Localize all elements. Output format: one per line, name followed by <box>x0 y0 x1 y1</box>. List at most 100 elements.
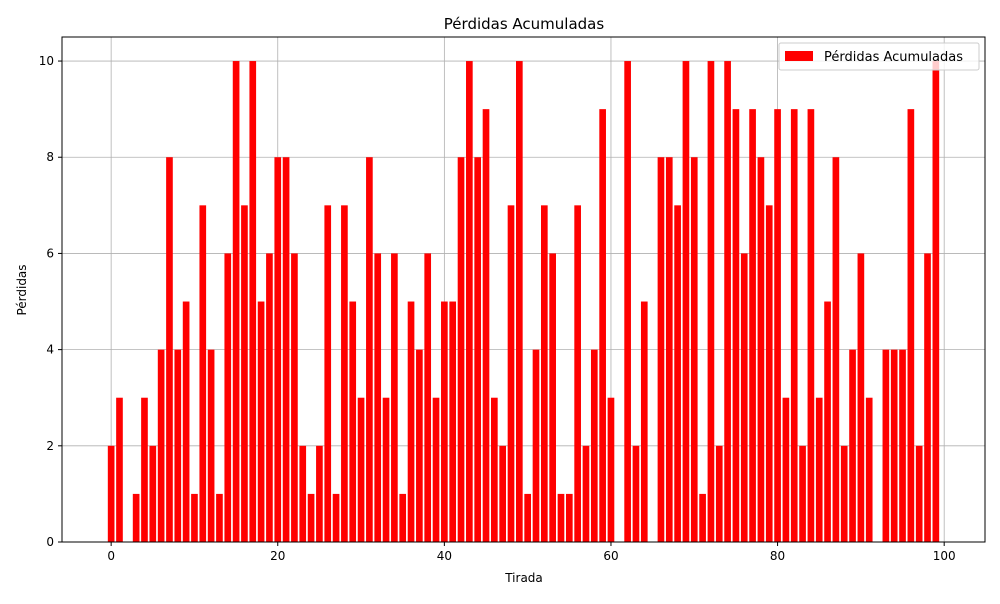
legend-swatch <box>785 51 813 61</box>
bar <box>674 205 681 543</box>
bar <box>849 349 856 542</box>
y-tick-label: 0 <box>46 535 54 549</box>
x-tick-label: 0 <box>107 549 115 563</box>
bar <box>332 493 340 542</box>
y-tick-label: 8 <box>46 150 54 164</box>
x-axis-label: Tirada <box>504 571 543 585</box>
bar <box>241 205 248 543</box>
bar <box>299 445 307 542</box>
bar <box>632 445 640 542</box>
bar <box>166 157 173 542</box>
x-tick-label: 40 <box>437 549 452 563</box>
bar <box>757 157 765 542</box>
bar <box>765 205 773 543</box>
bar <box>349 301 357 542</box>
bar <box>699 493 706 542</box>
bar <box>507 205 515 543</box>
bar <box>391 253 398 542</box>
bar <box>366 157 373 542</box>
bar <box>690 157 698 542</box>
bar <box>924 253 931 542</box>
bar <box>257 301 265 542</box>
legend-label: Pérdidas Acumuladas <box>824 50 963 65</box>
bar <box>266 253 273 542</box>
bar <box>441 301 448 542</box>
bar <box>857 253 865 542</box>
legend: Pérdidas Acumuladas <box>778 42 980 71</box>
bar <box>116 397 123 542</box>
bar <box>357 397 365 542</box>
bar <box>832 157 840 542</box>
bar <box>524 493 531 542</box>
x-ticks: 0 20 40 60 80 100 <box>107 542 956 563</box>
bar <box>199 205 207 543</box>
plot-frame <box>61 36 986 543</box>
bar <box>282 157 290 542</box>
legend-box <box>778 42 980 71</box>
bar <box>182 301 190 542</box>
bar <box>341 205 348 543</box>
bar <box>540 205 548 543</box>
bar <box>865 397 873 542</box>
bar <box>224 253 232 542</box>
bar <box>657 157 665 542</box>
bar <box>491 397 498 542</box>
bar <box>590 349 598 542</box>
bar <box>382 397 390 542</box>
bar <box>174 349 182 542</box>
y-axis-label: Pérdidas <box>15 264 29 315</box>
bar <box>624 61 631 543</box>
bar <box>749 109 756 543</box>
bar <box>724 61 731 543</box>
bar <box>449 301 457 542</box>
bar <box>274 157 282 542</box>
bars <box>107 61 940 543</box>
x-tick-label: 60 <box>603 549 618 563</box>
bar <box>807 109 815 543</box>
bar <box>474 157 482 542</box>
bar <box>466 61 473 543</box>
y-tick-label: 6 <box>46 246 54 260</box>
x-tick-label: 100 <box>933 549 956 563</box>
bar <box>607 397 615 542</box>
bar <box>907 109 915 543</box>
bar <box>790 109 798 543</box>
bar <box>291 253 298 542</box>
bar <box>482 109 490 543</box>
bar <box>549 253 556 542</box>
x-tick-label: 20 <box>270 549 285 563</box>
bar <box>932 61 940 543</box>
bar <box>232 61 240 543</box>
bar <box>840 445 848 542</box>
bar <box>890 349 898 542</box>
bar <box>824 301 831 542</box>
bar <box>532 349 540 542</box>
bar <box>324 205 332 543</box>
bar <box>732 109 740 543</box>
bar <box>407 301 415 542</box>
bar <box>416 349 423 542</box>
bar <box>157 349 165 542</box>
y-tick-label: 2 <box>46 439 54 453</box>
bar <box>216 493 223 542</box>
bar <box>665 157 673 542</box>
bar <box>424 253 432 542</box>
bar <box>207 349 215 542</box>
bar <box>316 445 323 542</box>
bar <box>782 397 790 542</box>
y-tick-label: 4 <box>46 343 54 357</box>
bar <box>682 61 690 543</box>
bar <box>499 445 507 542</box>
bar <box>307 493 315 542</box>
bar <box>715 445 723 542</box>
bar <box>399 493 407 542</box>
bar <box>574 205 581 543</box>
bar <box>774 109 781 543</box>
bar <box>740 253 748 542</box>
chart-title: Pérdidas Acumuladas <box>444 15 605 33</box>
bar <box>707 61 715 543</box>
bar <box>799 445 806 542</box>
bar <box>882 349 890 542</box>
